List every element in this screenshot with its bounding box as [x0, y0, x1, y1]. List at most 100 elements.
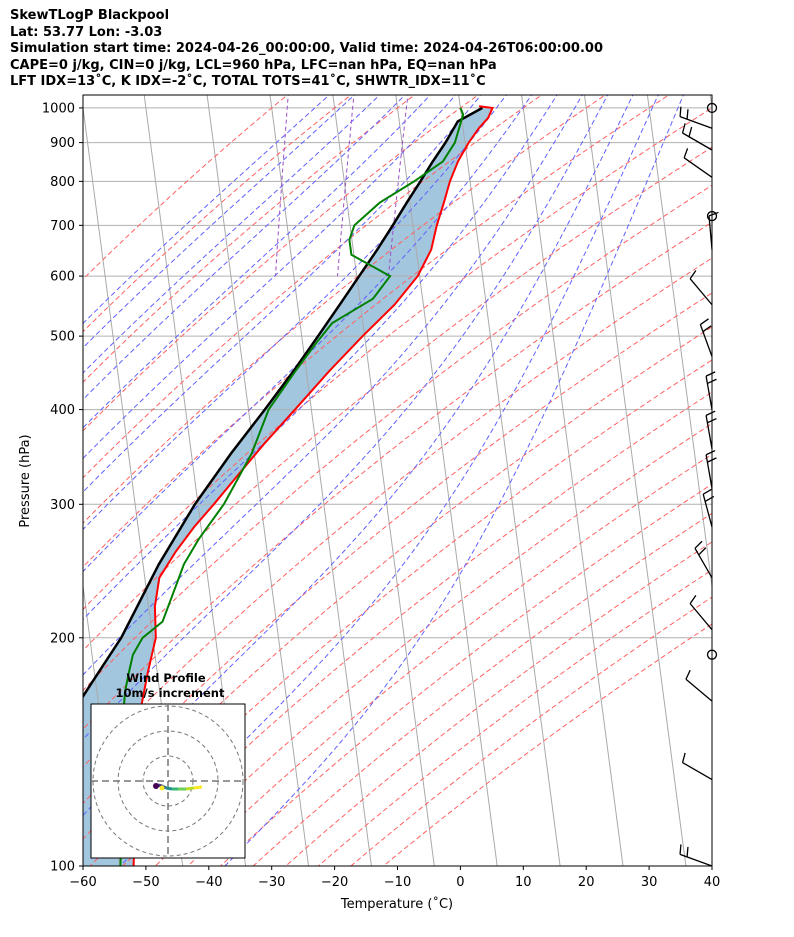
calm-wind-circle	[706, 210, 718, 222]
y-tick-label: 600	[50, 270, 75, 285]
wind-barb-flag	[707, 457, 717, 463]
wind-barb-flag	[689, 270, 697, 280]
wind-barb-shaft	[683, 157, 713, 178]
dry-adiabat-line	[83, 95, 479, 432]
moist-adiabat-line	[83, 95, 558, 621]
y-tick-label: 200	[50, 631, 75, 646]
wind-barb-flag	[707, 378, 717, 385]
wind-barb-shaft	[705, 375, 713, 410]
x-tick-label: −40	[195, 875, 222, 890]
wind-barb-flag	[707, 417, 717, 424]
wind-barb-flag	[679, 106, 682, 117]
isotherm-line	[521, 95, 624, 866]
wind-barb-flag	[702, 325, 712, 333]
wind-barb-flag	[685, 669, 691, 680]
plot-area	[83, 95, 794, 866]
mixing-ratio-line	[337, 95, 355, 277]
wind-barb-shaft	[679, 116, 713, 129]
isotherm-line	[395, 95, 498, 866]
wind-barb-flag	[705, 449, 716, 456]
isotherm-line	[646, 95, 712, 591]
y-tick-label: 500	[50, 330, 75, 345]
stability-indices: LFT IDX=13˚C, K IDX=-2˚C, TOTAL TOTS=41˚…	[10, 74, 486, 89]
dry-adiabat-line	[83, 95, 543, 479]
wind-barb-shaft	[705, 415, 713, 449]
dry-adiabat-line	[83, 257, 712, 768]
moist-adiabat-line	[83, 95, 482, 493]
chart-header: SkewTLogP Blackpool Lat: 53.77 Lon: -3.0…	[10, 8, 603, 91]
y-axis-label: Pressure (hPa)	[18, 434, 33, 527]
x-tick-label: 20	[578, 875, 595, 890]
y-tick-label: 100	[50, 860, 75, 875]
isotherm-line	[584, 95, 687, 866]
dry-adiabat-line	[83, 292, 712, 805]
wind-barb-shaft	[679, 853, 713, 867]
x-tick-label: −20	[321, 875, 348, 890]
dry-adiabat-line	[187, 453, 712, 866]
calm-wind-circle	[706, 649, 718, 660]
isotherm-line	[269, 95, 372, 866]
x-tick-label: −10	[384, 875, 411, 890]
moist-adiabat-line	[83, 95, 634, 817]
wind-barb-flag	[689, 595, 697, 604]
wind-barb-flag	[699, 318, 709, 326]
y-tick-label: 700	[50, 219, 75, 234]
hodograph-point	[159, 785, 165, 791]
cape-cin-levels: CAPE=0 j/kg, CIN=0 j/kg, LCL=960 hPa, LF…	[10, 57, 497, 73]
wind-barb-flag	[705, 410, 716, 416]
y-tick-label: 900	[50, 136, 75, 151]
wind-barb-flag	[679, 844, 682, 855]
wind-barb-shaft	[694, 547, 713, 579]
dry-adiabat-line	[83, 95, 607, 524]
moist-adiabat-line	[119, 95, 659, 866]
inset-subtitle: 10m/s increment	[116, 686, 225, 700]
wind-barb-shaft	[682, 132, 713, 151]
wind-barb-shaft	[702, 494, 713, 528]
dewpoint-line	[119, 107, 465, 866]
x-tick-label: 30	[641, 875, 658, 890]
dry-adiabat-line	[83, 184, 712, 692]
mixing-ratio-line	[274, 95, 289, 277]
moist-adiabat-line	[83, 95, 431, 429]
parcel-profile-line	[83, 106, 484, 699]
x-tick-label: 10	[515, 875, 532, 890]
dry-adiabat-line	[219, 483, 712, 866]
moist-adiabat-line	[83, 95, 457, 460]
y-tick-label: 800	[50, 175, 75, 190]
dry-adiabat-line	[285, 541, 712, 866]
dry-adiabat-line	[83, 146, 712, 652]
x-axis-label: Temperature (˚C)	[340, 896, 453, 912]
isotherm-line	[458, 95, 561, 866]
isotherm-line	[332, 95, 435, 866]
moist-adiabat-line	[83, 95, 381, 374]
inset-plot	[91, 704, 245, 858]
isotherm-line	[773, 95, 794, 866]
wind-barb-flag	[708, 211, 719, 217]
cape-area-fill	[83, 106, 493, 866]
wind-barb-shaft	[699, 324, 713, 357]
wind-barb-flag	[681, 123, 686, 134]
wind-barb-shaft	[682, 762, 713, 781]
calm-wind-circle	[706, 102, 718, 114]
y-tick-label: 300	[50, 498, 75, 513]
wind-barb-flag	[694, 540, 703, 549]
wind-barb-flag	[686, 846, 689, 857]
dry-adiabat-line	[154, 423, 712, 866]
dry-adiabat-line	[83, 107, 712, 611]
dry-adiabat-line	[83, 95, 670, 568]
wind-barb-flag	[704, 495, 715, 502]
hodograph-segment	[193, 785, 203, 790]
moist-adiabat-line	[83, 95, 609, 741]
wind-barb-flag	[702, 488, 713, 495]
dry-adiabat-line	[122, 391, 712, 866]
dry-adiabat-line	[83, 95, 352, 333]
station-coordinates: Lat: 53.77 Lon: -3.03	[10, 24, 163, 40]
mixing-ratio-line	[387, 95, 409, 277]
wind-barbs	[679, 95, 719, 867]
wind-barb-shaft	[689, 278, 713, 306]
wind-barb-shaft	[685, 678, 713, 702]
moist-adiabat-line	[83, 95, 533, 573]
x-tick-label: 0	[456, 875, 464, 890]
